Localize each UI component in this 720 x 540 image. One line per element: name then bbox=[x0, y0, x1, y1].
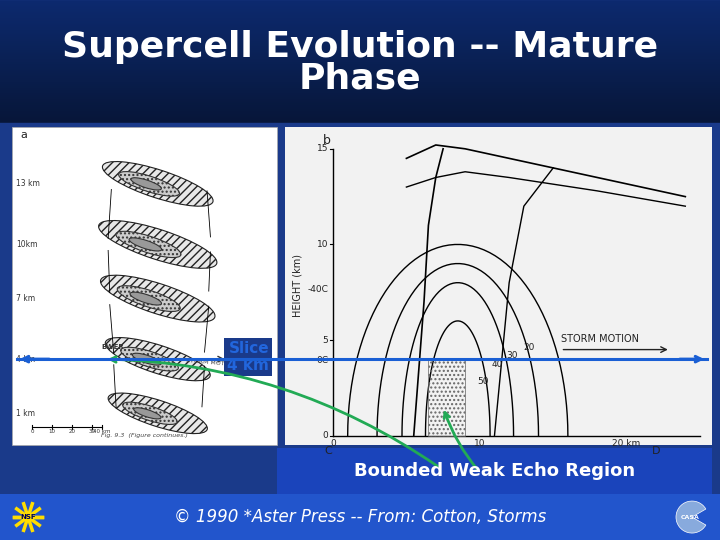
Text: NSF: NSF bbox=[20, 514, 36, 520]
Ellipse shape bbox=[105, 338, 210, 381]
Text: 0: 0 bbox=[330, 438, 336, 448]
Text: 7 km: 7 km bbox=[16, 294, 35, 303]
Ellipse shape bbox=[102, 161, 213, 206]
Text: 0C: 0C bbox=[316, 356, 328, 365]
Text: 10: 10 bbox=[474, 438, 485, 448]
Ellipse shape bbox=[116, 231, 181, 258]
Bar bbox=[277, 448, 712, 494]
Bar bbox=[285, 126, 712, 445]
Wedge shape bbox=[676, 501, 706, 533]
Text: 13 km: 13 km bbox=[16, 179, 40, 188]
Text: 20: 20 bbox=[68, 429, 76, 434]
Ellipse shape bbox=[117, 286, 180, 312]
Text: C: C bbox=[324, 446, 332, 456]
Text: 5: 5 bbox=[323, 335, 328, 345]
Text: 10: 10 bbox=[48, 429, 55, 434]
Ellipse shape bbox=[108, 393, 207, 434]
Text: 1 km: 1 km bbox=[16, 409, 35, 418]
Text: Fig. 9.3  (Figure continues.): Fig. 9.3 (Figure continues.) bbox=[101, 433, 188, 438]
Text: 40 km: 40 km bbox=[94, 429, 111, 434]
Text: 40: 40 bbox=[491, 360, 503, 369]
Text: 30: 30 bbox=[506, 351, 518, 360]
Text: a: a bbox=[20, 131, 27, 140]
Text: CASA: CASA bbox=[680, 515, 699, 519]
Text: 4 km: 4 km bbox=[16, 355, 35, 363]
Ellipse shape bbox=[119, 172, 179, 196]
Ellipse shape bbox=[131, 178, 161, 190]
Text: © 1990 *Aster Press -- From: Cotton, Storms: © 1990 *Aster Press -- From: Cotton, Sto… bbox=[174, 508, 546, 526]
Text: 0: 0 bbox=[30, 429, 34, 434]
Text: Supercell Evolution -- Mature: Supercell Evolution -- Mature bbox=[62, 30, 658, 64]
Text: D: D bbox=[652, 446, 660, 456]
Text: 10km: 10km bbox=[16, 240, 37, 249]
Ellipse shape bbox=[134, 408, 161, 419]
Ellipse shape bbox=[99, 220, 217, 268]
Text: BWER: BWER bbox=[102, 344, 124, 350]
Text: STORM MOTION: STORM MOTION bbox=[561, 334, 639, 343]
Text: 30: 30 bbox=[89, 429, 96, 434]
Text: Phase: Phase bbox=[299, 62, 421, 96]
Ellipse shape bbox=[101, 275, 215, 322]
Text: 15: 15 bbox=[317, 144, 328, 153]
Ellipse shape bbox=[122, 402, 177, 424]
Text: 20 km: 20 km bbox=[613, 438, 641, 448]
Text: Slice
4 km: Slice 4 km bbox=[227, 341, 269, 373]
Text: HEIGHT (km): HEIGHT (km) bbox=[292, 254, 302, 318]
Text: 0: 0 bbox=[323, 431, 328, 440]
Bar bbox=[0, 494, 720, 540]
Ellipse shape bbox=[130, 292, 161, 305]
Text: b: b bbox=[323, 134, 331, 147]
Bar bbox=[0, 122, 720, 448]
Ellipse shape bbox=[129, 238, 161, 251]
Text: 10: 10 bbox=[317, 240, 328, 249]
Ellipse shape bbox=[121, 347, 179, 371]
Text: -40C: -40C bbox=[307, 285, 328, 294]
Text: Bounded Weak Echo Region: Bounded Weak Echo Region bbox=[354, 462, 635, 480]
Bar bbox=[12, 126, 277, 445]
Text: 20: 20 bbox=[524, 342, 535, 352]
Text: 50: 50 bbox=[477, 377, 489, 386]
Text: STORM MOTION: STORM MOTION bbox=[186, 358, 236, 367]
Ellipse shape bbox=[132, 353, 161, 365]
